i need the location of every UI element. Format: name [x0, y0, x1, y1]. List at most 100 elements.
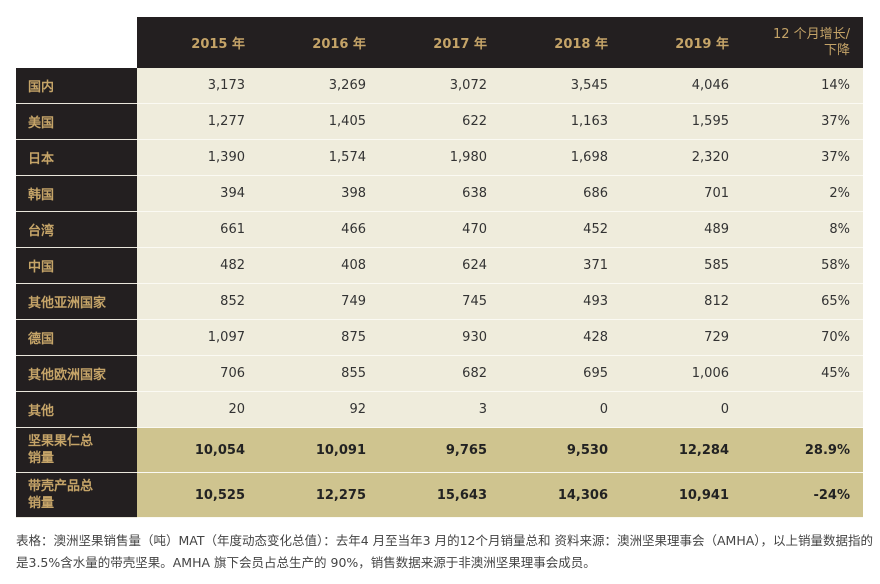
table-row: 日本 1,390 1,574 1,980 1,698 2,320 37% [16, 139, 863, 176]
header-2016: 2016 年 [258, 17, 379, 68]
table-row: 韩国 394 398 638 686 701 2% [16, 175, 863, 212]
row-label: 国内 [16, 68, 137, 104]
table-cell: 466 [258, 211, 379, 248]
table-cell: 1,574 [258, 139, 379, 176]
table-cell: 10,941 [621, 472, 742, 518]
header-2019: 2019 年 [621, 17, 742, 68]
table-cell: 4,046 [621, 68, 742, 104]
table-cell: 20 [137, 391, 258, 428]
header-blank [16, 17, 137, 68]
table-cell: 1,980 [379, 139, 500, 176]
table-cell: 428 [500, 319, 621, 356]
table-cell: 15,643 [379, 472, 500, 518]
table-cell: 489 [621, 211, 742, 248]
table-cell: 1,097 [137, 319, 258, 356]
table-cell: 1,595 [621, 103, 742, 140]
header-12-month-change: 12 个月增长/下降 [742, 17, 863, 68]
table-cell: 28.9% [742, 427, 863, 473]
row-label: 日本 [16, 139, 137, 176]
header-row: 2015 年 2016 年 2017 年 2018 年 2019 年 12 个月… [16, 17, 863, 68]
table-row: 国内 3,173 3,269 3,072 3,545 4,046 14% [16, 68, 863, 104]
table-cell: 3,545 [500, 68, 621, 104]
table-cell: 638 [379, 175, 500, 212]
table-cell: 470 [379, 211, 500, 248]
table-cell: 3 [379, 391, 500, 428]
table-row: 中国 482 408 624 371 585 58% [16, 247, 863, 284]
table-cell: 3,072 [379, 68, 500, 104]
table-cell: 394 [137, 175, 258, 212]
table-cell: 408 [258, 247, 379, 284]
row-label: 中国 [16, 247, 137, 284]
table-cell: 585 [621, 247, 742, 284]
table-cell: 58% [742, 247, 863, 284]
row-label: 坚果果仁总 销量 [16, 427, 137, 473]
table-cell: 0 [621, 391, 742, 428]
table-cell: 701 [621, 175, 742, 212]
table-cell: 682 [379, 355, 500, 392]
table-row: 德国 1,097 875 930 428 729 70% [16, 319, 863, 356]
table-cell: 855 [258, 355, 379, 392]
table-cell: 8% [742, 211, 863, 248]
table-cell: 3,269 [258, 68, 379, 104]
table-cell: 45% [742, 355, 863, 392]
row-label: 台湾 [16, 211, 137, 248]
row-label: 德国 [16, 319, 137, 356]
table-row: 台湾 661 466 470 452 489 8% [16, 211, 863, 248]
row-label: 其他 [16, 391, 137, 428]
header-2017: 2017 年 [379, 17, 500, 68]
table-cell: 482 [137, 247, 258, 284]
table-cell: 749 [258, 283, 379, 320]
table-cell: 2,320 [621, 139, 742, 176]
table-cell: 729 [621, 319, 742, 356]
table-cell: 14,306 [500, 472, 621, 518]
table-cell: 0 [500, 391, 621, 428]
table-cell: 695 [500, 355, 621, 392]
sales-table-container: 2015 年 2016 年 2017 年 2018 年 2019 年 12 个月… [16, 17, 863, 518]
total-row: 坚果果仁总 销量 10,054 10,091 9,765 9,530 12,284 28.9% [16, 427, 863, 473]
table-cell: 37% [742, 139, 863, 176]
table-cell: 10,525 [137, 472, 258, 518]
table-row: 其他亚洲国家 852 749 745 493 812 65% [16, 283, 863, 320]
table-cell: -24% [742, 472, 863, 518]
table-cell: 1,405 [258, 103, 379, 140]
row-label: 韩国 [16, 175, 137, 212]
table-cell: 65% [742, 283, 863, 320]
table-cell [742, 391, 863, 428]
header-2018: 2018 年 [500, 17, 621, 68]
row-label: 其他亚洲国家 [16, 283, 137, 320]
table-cell: 14% [742, 68, 863, 104]
header-2015: 2015 年 [137, 17, 258, 68]
table-cell: 706 [137, 355, 258, 392]
table-cell: 70% [742, 319, 863, 356]
table-cell: 9,765 [379, 427, 500, 473]
table-cell: 9,530 [500, 427, 621, 473]
table-cell: 1,390 [137, 139, 258, 176]
table-cell: 2% [742, 175, 863, 212]
table-cell: 812 [621, 283, 742, 320]
table-cell: 1,006 [621, 355, 742, 392]
row-label: 美国 [16, 103, 137, 140]
table-cell: 3,173 [137, 68, 258, 104]
table-row: 其他 20 92 3 0 0 [16, 391, 863, 428]
table-cell: 1,163 [500, 103, 621, 140]
table-cell: 875 [258, 319, 379, 356]
table-cell: 745 [379, 283, 500, 320]
table-cell: 1,698 [500, 139, 621, 176]
table-cell: 493 [500, 283, 621, 320]
table-cell: 12,284 [621, 427, 742, 473]
total-row: 带壳产品总 销量 10,525 12,275 15,643 14,306 10,941 -24… [16, 472, 863, 518]
table-cell: 10,054 [137, 427, 258, 473]
table-cell: 622 [379, 103, 500, 140]
table-cell: 624 [379, 247, 500, 284]
table-caption: 表格：澳洲坚果销售量（吨）MAT（年度动态变化总值）：去年4 月至当年3 月的1… [16, 533, 874, 570]
table-cell: 1,277 [137, 103, 258, 140]
table-cell: 452 [500, 211, 621, 248]
macadamia-sales-table: 2015 年 2016 年 2017 年 2018 年 2019 年 12 个月… [16, 17, 863, 518]
table-cell: 930 [379, 319, 500, 356]
table-cell: 398 [258, 175, 379, 212]
table-row: 其他欧洲国家 706 855 682 695 1,006 45% [16, 355, 863, 392]
table-cell: 10,091 [258, 427, 379, 473]
table-cell: 37% [742, 103, 863, 140]
row-label: 其他欧洲国家 [16, 355, 137, 392]
table-cell: 686 [500, 175, 621, 212]
